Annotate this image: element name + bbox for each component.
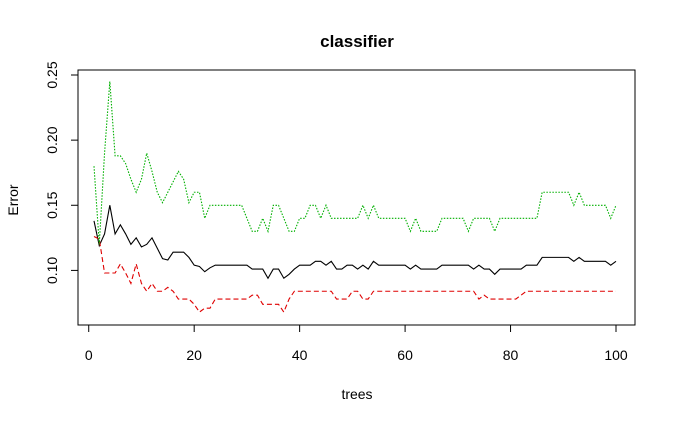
x-axis: 0 20 40 60 80 100: [85, 324, 628, 363]
x-tick-label: 20: [186, 347, 202, 363]
y-axis: 0.10 0.15 0.20 0.25: [44, 61, 79, 284]
series-line-2: [93, 236, 616, 314]
x-tick-label: 40: [292, 347, 308, 363]
x-tick-label: 100: [604, 347, 628, 363]
y-tick-label: 0.25: [44, 61, 60, 88]
series-group: [93, 81, 617, 314]
y-tick-label: 0.20: [44, 126, 60, 153]
x-tick-label: 80: [503, 347, 519, 363]
series-line-3: [93, 81, 617, 245]
series-line-1: [93, 205, 617, 280]
x-tick-label: 60: [397, 347, 413, 363]
x-axis-label: trees: [341, 386, 372, 402]
plot-frame: [77, 69, 636, 326]
x-tick-label: 0: [85, 347, 93, 363]
y-tick-label: 0.15: [44, 191, 60, 218]
chart-title: classifier: [320, 32, 394, 51]
y-axis-label: Error: [5, 184, 21, 215]
y-tick-label: 0.10: [44, 257, 60, 284]
